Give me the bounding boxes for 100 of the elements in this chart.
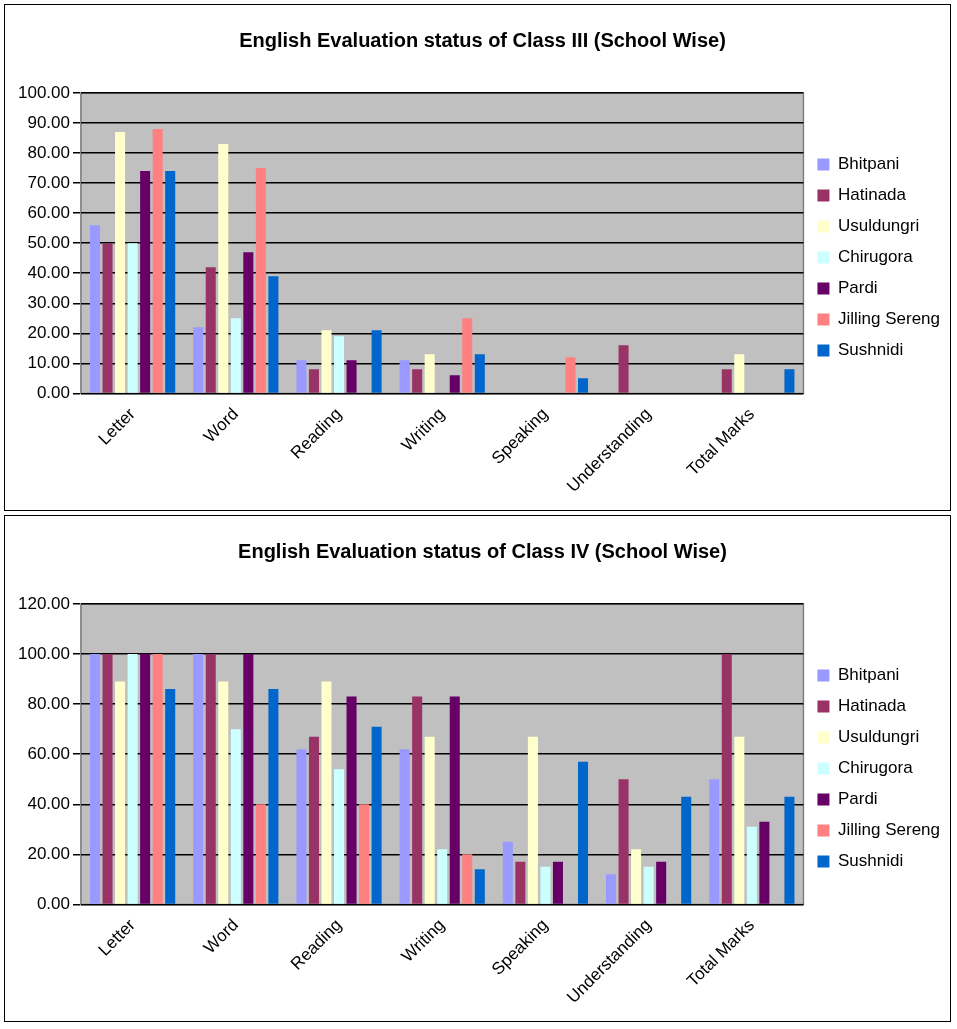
legend-label: Jilling Sereng [837,820,940,840]
bar [474,869,485,904]
legend-label: Bhitpani [837,154,900,174]
bar [709,779,720,904]
legend-label: Chirugora [837,247,914,267]
legend-label: Pardi [837,278,878,298]
y-tick-label: 50.00 [27,232,70,252]
bar [165,171,176,393]
bar [165,689,176,904]
bar [449,696,460,904]
bar [334,769,345,904]
bar [424,354,435,393]
bar [115,132,126,393]
bar [474,354,485,393]
y-tick-label: 40.00 [27,793,70,813]
bar [462,318,473,393]
bar [346,360,357,393]
y-tick-label: 120.00 [18,593,70,613]
bar [296,360,307,393]
bar [308,369,319,393]
legend-label: Bhitpani [837,665,900,685]
bar [89,225,101,393]
bar [102,654,113,904]
bar [399,749,410,904]
bar [89,654,101,904]
bar [321,681,332,904]
bar [631,849,642,904]
legend-label: Hatinada [837,185,907,205]
bar [296,749,307,904]
bar [334,336,345,393]
bar [734,354,745,393]
y-tick-label: 60.00 [27,202,70,222]
bar [346,696,357,904]
bar [205,654,216,904]
bar [127,243,138,393]
y-tick-label: 20.00 [27,323,70,342]
bar [643,866,654,904]
bar [218,144,229,393]
legend-label: Sushnidi [837,851,904,871]
bar [243,654,254,904]
bar [268,689,279,904]
legend-label: Usuldungri [837,216,920,236]
bar [578,378,589,393]
chart-title: English Evaluation status of Class IV (School Wise) [238,539,727,562]
bar [618,345,629,393]
y-tick-label: 70.00 [27,172,70,192]
legend-label: Jilling Sereng [837,309,940,329]
bar [681,796,692,904]
bar [255,804,266,904]
bar [424,736,435,904]
bar [308,736,319,904]
bar [784,369,795,393]
bar [540,866,551,904]
bar [412,696,423,904]
bar [371,330,382,393]
bar [359,804,370,904]
bar [193,327,204,393]
y-tick-label: 90.00 [27,112,70,132]
bar [565,357,576,393]
bar [734,736,745,904]
bar [205,267,216,393]
legend-label: Hatinada [837,696,907,716]
bar [268,276,279,393]
bar [127,654,138,904]
bar [606,874,617,904]
y-tick-label: 60.00 [27,743,70,763]
bar [152,129,163,393]
legend-label: Usuldungri [837,727,920,747]
bar [721,654,732,904]
y-tick-label: 100.00 [18,643,70,663]
bar [721,369,732,393]
chart-title: English Evaluation status of Class III (School Wise) [239,28,726,51]
bar [152,654,163,904]
bar [618,779,629,904]
bar [412,369,423,393]
bar [759,821,770,904]
legend-label: Pardi [837,789,878,809]
y-tick-label: 0.00 [36,383,70,403]
bar [552,861,563,904]
bar [115,681,126,904]
bar [371,726,382,904]
y-tick-label: 20.00 [27,844,70,864]
bar [656,861,667,904]
bar [437,849,448,904]
y-tick-label: 30.00 [27,292,70,312]
bar [255,168,266,393]
bar [243,252,254,393]
bar [746,826,757,904]
bar [527,736,538,904]
legend-label: Sushnidi [837,340,904,360]
legend-label: Chirugora [837,758,914,778]
bar [399,360,410,393]
bar [449,375,460,393]
y-tick-label: 40.00 [27,262,70,282]
bar [140,171,151,393]
bar [140,654,151,904]
bar [321,330,332,393]
bar [462,854,473,904]
bar [502,841,513,904]
y-tick-label: 10.00 [27,353,70,373]
